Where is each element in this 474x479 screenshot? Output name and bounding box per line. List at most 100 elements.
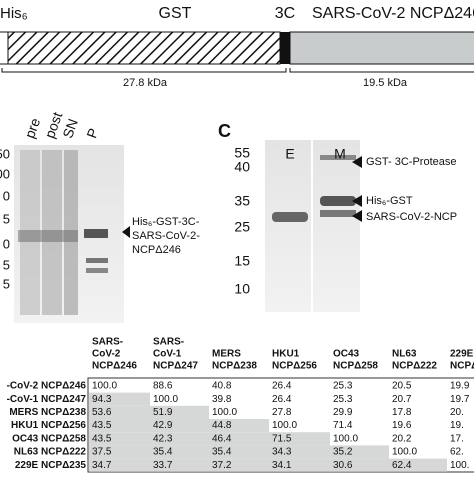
cell-shade xyxy=(150,419,209,433)
marker-label: 40 xyxy=(234,159,250,175)
marker-label: 0 xyxy=(3,188,10,203)
mass-label: 27.8 kDa xyxy=(123,77,168,89)
cell-value: 17. xyxy=(450,433,464,444)
row-label: MERS NCPΔ238 xyxy=(9,407,86,418)
cell-value: 30.6 xyxy=(333,460,353,471)
band-annotation: SARS-CoV-2- xyxy=(132,230,200,242)
row-label: 229E NCPΔ235 xyxy=(15,460,87,471)
cell-value: 20.5 xyxy=(392,381,412,392)
table-border xyxy=(87,377,474,473)
cell-shade xyxy=(150,405,209,419)
cell-value: 100.0 xyxy=(333,433,358,444)
lane-label: M xyxy=(334,146,346,162)
column-header: NL63 xyxy=(392,349,417,360)
band-annotation: GST- 3C-Protease xyxy=(366,156,456,168)
identity-table: SARS-CoV-2NCPΔ246SARS-CoV-1NCPΔ247MERSNC… xyxy=(7,337,474,473)
cell-shade xyxy=(389,458,447,472)
cell-value: 34.1 xyxy=(272,460,292,471)
band-annotation: His₆-GST-3C- xyxy=(132,216,200,228)
cell-value: 34.3 xyxy=(272,447,292,458)
band-annotation: His₆-GST xyxy=(366,195,413,207)
column-header: NCPΔ222 xyxy=(392,361,437,372)
cell-value: 100.0 xyxy=(272,420,297,431)
column-header: CoV-2 xyxy=(92,349,121,360)
cell-shade xyxy=(209,432,269,446)
site-label: 3C xyxy=(275,5,295,22)
marker-label: 5 xyxy=(3,276,10,291)
panel-label: C xyxy=(218,121,231,141)
row-label: -CoV-2 NCPΔ246 xyxy=(7,381,87,392)
cell-value: 19.9 xyxy=(450,381,470,392)
marker-label: 55 xyxy=(234,145,250,161)
cell-shade xyxy=(89,392,150,406)
cell-value: 20.7 xyxy=(392,394,412,405)
row-label: NL63 NCPΔ222 xyxy=(14,447,87,458)
marker-label: 10 xyxy=(234,281,250,297)
his-label: His₆ xyxy=(0,5,28,22)
cell-shade xyxy=(330,458,389,472)
marker-label: 15 xyxy=(234,253,250,269)
cell-value: 19. xyxy=(450,420,464,431)
marker-label: 25 xyxy=(234,219,250,235)
cell-value: 26.4 xyxy=(272,381,292,392)
lane-label: pre xyxy=(21,116,43,141)
column-header: NCPΔ xyxy=(450,361,474,372)
column-header: NCPΔ256 xyxy=(272,361,317,372)
cell-value: 71.4 xyxy=(333,420,353,431)
row-label: -CoV-1 NCPΔ247 xyxy=(7,394,87,405)
cell-value: 17.8 xyxy=(392,407,412,418)
column-header: SARS- xyxy=(92,337,123,348)
lane-label: P xyxy=(83,126,101,140)
cell-value: 26.4 xyxy=(272,394,292,405)
gst-label: GST xyxy=(159,5,192,22)
column-header: OC43 xyxy=(333,349,360,360)
cell-value: 33.7 xyxy=(153,460,173,471)
cell-value: 29.9 xyxy=(333,407,353,418)
cell-value: 35.4 xyxy=(212,447,232,458)
cell-value: 42.9 xyxy=(153,420,173,431)
gel-c xyxy=(122,140,362,312)
band-annotation: NCPΔ246 xyxy=(132,244,181,256)
cell-value: 88.6 xyxy=(153,381,173,392)
cell-value: 62.4 xyxy=(392,460,412,471)
cell-value: 44.8 xyxy=(212,420,232,431)
cell-value: 71.5 xyxy=(272,433,292,444)
cell-shade xyxy=(150,432,209,446)
ncp-label: SARS-CoV-2 NCPΔ246 xyxy=(312,5,474,22)
cell-shade xyxy=(209,419,269,433)
cell-value: 62. xyxy=(450,447,464,458)
cell-value: 39.8 xyxy=(212,394,232,405)
cell-shade xyxy=(150,445,209,459)
cell-value: 35.2 xyxy=(333,447,353,458)
column-header: NCPΔ247 xyxy=(153,361,198,372)
marker-label: 50 xyxy=(0,146,10,161)
cell-value: 94.3 xyxy=(92,394,112,405)
cell-shade xyxy=(89,432,150,446)
cell-shade xyxy=(330,445,389,459)
cell-value: 20. xyxy=(450,407,464,418)
column-header: HKU1 xyxy=(272,349,300,360)
cell-shade xyxy=(89,419,150,433)
cell-value: 37.5 xyxy=(92,447,112,458)
row-label: OC43 NCPΔ258 xyxy=(12,433,86,444)
cell-shade xyxy=(209,458,269,472)
lane-label: SN xyxy=(59,117,81,141)
cell-shade xyxy=(269,432,330,446)
cell-value: 100.0 xyxy=(392,447,417,458)
cell-value: 51.9 xyxy=(153,407,173,418)
cell-value: 27.8 xyxy=(272,407,292,418)
cell-value: 46.4 xyxy=(212,433,232,444)
construct xyxy=(0,31,474,73)
cell-value: 35.4 xyxy=(153,447,173,458)
cell-value: 43.5 xyxy=(92,433,112,444)
cell-value: 100.0 xyxy=(153,394,178,405)
row-label: HKU1 NCPΔ256 xyxy=(11,420,86,431)
cell-value: 40.8 xyxy=(212,381,232,392)
column-header: 229E xyxy=(450,349,474,360)
lane-label: E xyxy=(285,146,294,162)
cell-value: 25.3 xyxy=(333,394,353,405)
gel-b xyxy=(14,145,124,323)
marker-label: 0 xyxy=(3,236,10,251)
cell-value: 19.7 xyxy=(450,394,470,405)
